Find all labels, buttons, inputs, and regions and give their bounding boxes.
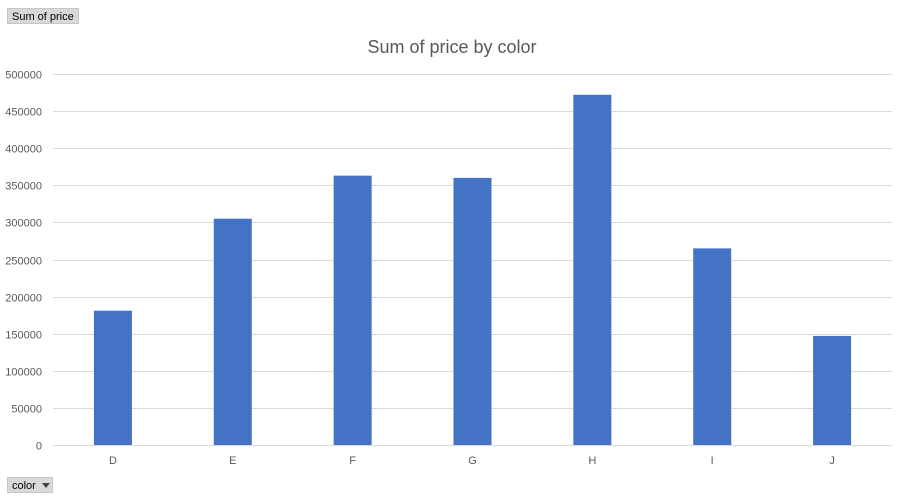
x-category-label: F (349, 455, 356, 467)
x-category-label: H (588, 455, 596, 467)
y-tick-label: 450000 (5, 107, 42, 119)
value-field-label: Sum of price (12, 11, 74, 23)
chart-title: Sum of price by color (367, 37, 536, 57)
y-tick-label: 50000 (11, 404, 42, 416)
y-tick-label: 400000 (5, 144, 42, 156)
x-category-label: E (229, 455, 236, 467)
y-tick-label: 350000 (5, 181, 42, 193)
value-field-button[interactable]: Sum of price (7, 8, 79, 24)
y-tick-label: 250000 (5, 256, 42, 268)
x-category-label: I (711, 455, 714, 467)
y-axis-tick-labels: 0 50000 100000 150000 200000 250000 300000 3500… (5, 70, 42, 453)
dropdown-arrow-icon (41, 482, 50, 488)
y-tick-label: 0 (36, 441, 42, 453)
y-tick-label: 500000 (5, 70, 42, 82)
bar-F[interactable] (333, 175, 372, 446)
axis-field-button[interactable]: color (7, 477, 53, 493)
y-tick-label: 200000 (5, 293, 42, 305)
y-tick-label: 100000 (5, 367, 42, 379)
x-axis-category-labels: D E F G H I J (109, 455, 835, 467)
bar-J[interactable] (813, 335, 852, 445)
x-category-label: D (109, 455, 117, 467)
y-tick-label: 150000 (5, 330, 42, 342)
bar-H[interactable] (573, 94, 612, 445)
bar-D[interactable] (93, 310, 132, 445)
bar-I[interactable] (693, 248, 732, 445)
x-category-label: J (829, 455, 835, 467)
bars (93, 94, 852, 446)
axis-field-label: color (12, 480, 36, 492)
bar-E[interactable] (213, 218, 252, 445)
y-tick-label: 300000 (5, 218, 42, 230)
x-category-label: G (468, 455, 477, 467)
bar-G[interactable] (453, 177, 492, 445)
